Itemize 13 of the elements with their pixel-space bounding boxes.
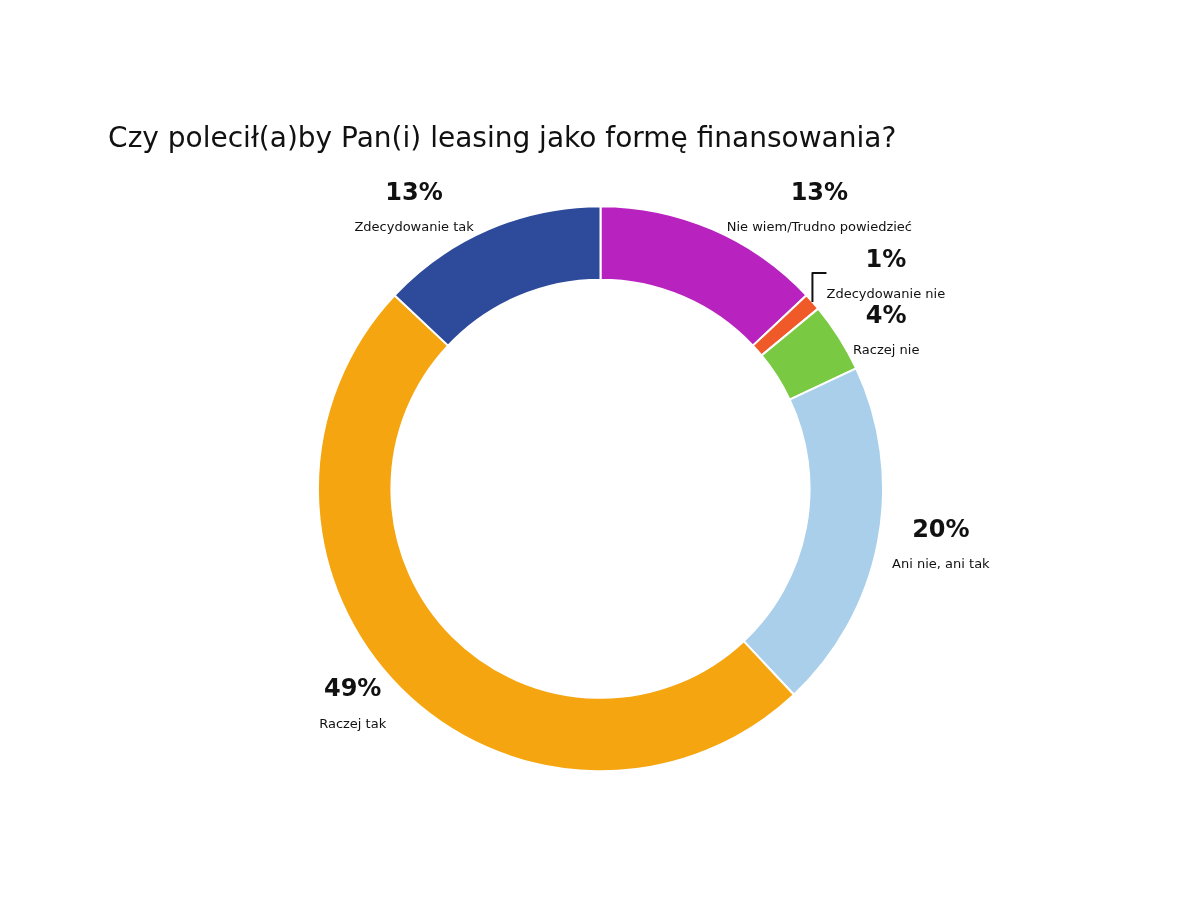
data-label: 13% [790, 177, 849, 206]
data-label: 1% [865, 244, 907, 273]
slice-label: Zdecydowanie tak [354, 218, 475, 234]
slice-label: Nie wiem/Trudno powiedzieć [726, 218, 912, 234]
slice-label: Raczej nie [853, 342, 920, 358]
data-label: 13% [385, 177, 443, 206]
slice-label: Zdecydowanie nie [826, 286, 946, 302]
data-label: 4% [865, 301, 907, 330]
chart-title: Czy polecił(a)by Pan(i) leasing jako formę finansowania? [108, 121, 897, 155]
slice-label: Raczej tak [319, 715, 387, 731]
slice-label: Ani nie, ani tak [892, 555, 991, 571]
data-label: 49% [323, 674, 382, 703]
data-label: 20% [912, 514, 970, 543]
